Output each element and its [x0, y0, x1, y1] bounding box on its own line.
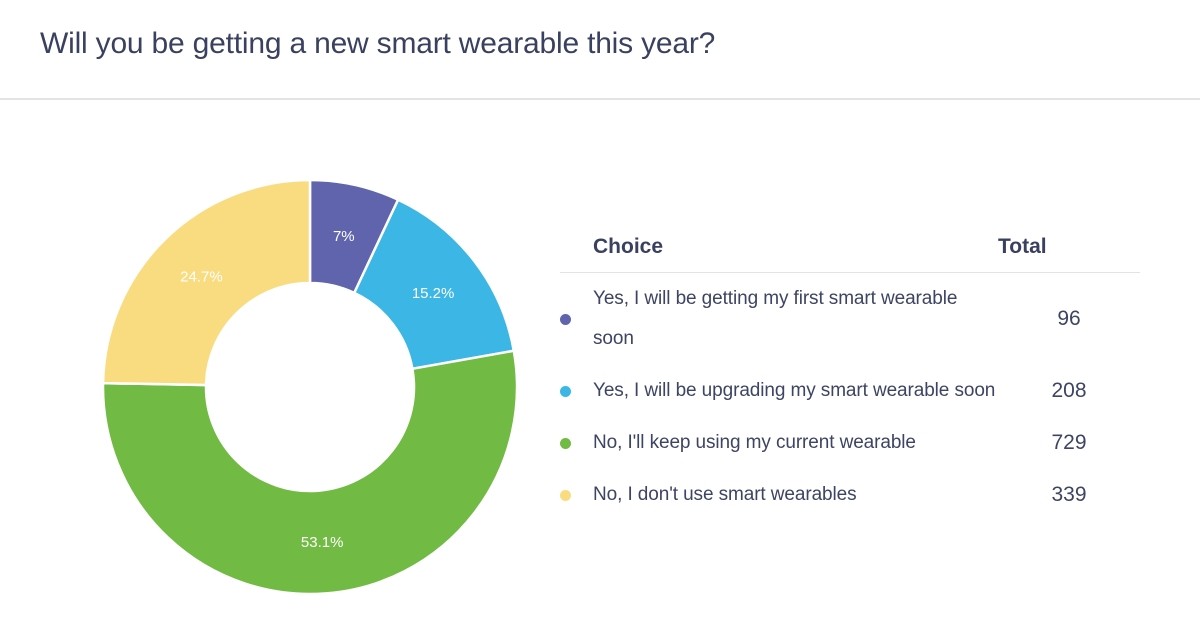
table-header-divider: [560, 272, 1140, 273]
total-value: 208: [1051, 379, 1087, 402]
donut-slice-label-0: 7%: [333, 228, 355, 245]
choice-label: Yes, I will be getting my first smart we…: [593, 288, 958, 349]
legend-dot-icon: [560, 489, 571, 501]
page-title: Will you be getting a new smart wearable…: [40, 27, 716, 60]
column-header-total: Total: [998, 235, 1047, 258]
choice-label: No, I'll keep using my current wearable: [593, 432, 916, 453]
table-rows: Yes, I will be getting my first smart we…: [560, 273, 1140, 521]
table-row: No, I don't use smart wearables 339: [560, 469, 1140, 521]
donut-slice-2[interactable]: [101, 349, 519, 596]
legend-dot-cell: [560, 385, 593, 397]
donut-slice-1[interactable]: [352, 198, 516, 371]
title-divider: [0, 98, 1200, 100]
legend-dot-icon: [560, 313, 571, 325]
donut-chart: 7% 15.2% 53.1% 24.7%: [101, 178, 519, 596]
legend-dot-cell: [560, 437, 593, 449]
legend-dot-cell: [560, 313, 593, 325]
total-value: 96: [1057, 307, 1081, 330]
donut-slice-label-1: 15.2%: [412, 285, 455, 302]
column-header-choice: Choice: [593, 235, 664, 258]
table-header-row: Choice Total: [560, 228, 1140, 272]
legend-dot-icon: [560, 437, 571, 449]
total-value: 729: [1051, 431, 1087, 454]
table-row: Yes, I will be upgrading my smart wearab…: [560, 365, 1140, 417]
choice-label: Yes, I will be upgrading my smart wearab…: [593, 380, 996, 401]
table-row: Yes, I will be getting my first smart we…: [560, 273, 1140, 365]
donut-slice-label-3: 24.7%: [180, 269, 223, 286]
donut-slice-3[interactable]: [101, 178, 312, 387]
results-table: Choice Total Yes, I will be getting my f…: [560, 228, 1140, 521]
donut-slice-label-2: 53.1%: [301, 534, 344, 551]
legend-dot-cell: [560, 489, 593, 501]
table-row: No, I'll keep using my current wearable …: [560, 417, 1140, 469]
choice-label: No, I don't use smart wearables: [593, 484, 857, 505]
total-value: 339: [1051, 483, 1087, 506]
legend-dot-icon: [560, 385, 571, 397]
